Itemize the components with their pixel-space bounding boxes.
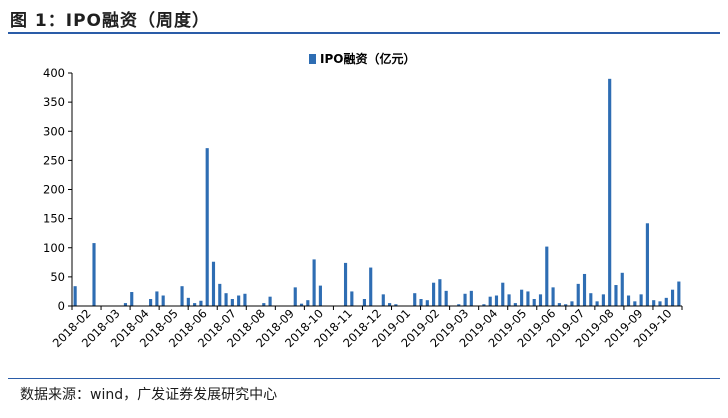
bar	[664, 297, 668, 306]
bar	[463, 293, 467, 306]
bar	[595, 301, 599, 306]
bar	[362, 299, 366, 306]
bar	[545, 246, 549, 306]
bar	[639, 294, 643, 306]
bar	[293, 287, 297, 306]
bar	[199, 300, 203, 306]
bar	[388, 303, 392, 306]
bar	[469, 290, 473, 306]
y-tick-label: 150	[43, 212, 65, 226]
bar	[501, 282, 505, 306]
y-tick-label: 350	[43, 95, 65, 109]
bar	[155, 291, 159, 306]
bar	[551, 287, 555, 306]
bar	[186, 297, 190, 306]
bar	[652, 300, 656, 306]
bar	[677, 281, 681, 306]
bar	[620, 272, 624, 306]
bar	[312, 259, 316, 306]
x-axis: 2018-022018-032018-042018-052018-062018-…	[50, 305, 683, 350]
bar	[633, 301, 637, 306]
bar	[520, 289, 524, 306]
bar	[419, 299, 423, 306]
bar	[601, 294, 605, 306]
bar	[532, 299, 536, 306]
y-tick-label: 300	[43, 124, 65, 138]
bar	[513, 303, 517, 306]
bar	[658, 301, 662, 306]
bar	[318, 285, 322, 306]
y-axis: 0 50 100 150 200 250 300 350 400	[43, 66, 73, 313]
bar	[343, 262, 348, 306]
figure-title: 图 1：IPO融资（周度）	[10, 11, 210, 31]
bar	[381, 294, 385, 306]
bar	[670, 289, 675, 306]
bar	[457, 304, 461, 306]
bar	[161, 295, 165, 306]
bar	[130, 292, 134, 306]
legend-label: IPO融资（亿元）	[320, 51, 415, 66]
source-note: 数据来源：wind，广发证券发展研究中心	[20, 387, 278, 403]
bar	[432, 282, 436, 306]
bar	[557, 303, 561, 306]
bar	[608, 78, 612, 306]
y-tick-label: 400	[43, 66, 65, 80]
y-tick-label: 250	[43, 153, 65, 167]
bar	[614, 285, 618, 306]
bar	[237, 295, 241, 306]
bar	[262, 303, 266, 306]
bar	[180, 286, 184, 306]
y-tick-label: 200	[43, 183, 65, 197]
bar	[413, 293, 417, 306]
legend: IPO融资（亿元）	[309, 51, 415, 66]
bar	[211, 261, 216, 306]
bar	[218, 283, 222, 306]
bar	[230, 299, 234, 306]
bar	[350, 291, 354, 306]
y-tick-label: 50	[50, 270, 65, 284]
y-tick-label: 0	[58, 299, 65, 313]
bar	[425, 300, 429, 306]
bar	[193, 303, 197, 306]
bar	[243, 293, 247, 306]
bar	[626, 295, 631, 306]
ipo-financing-chart: IPO融资（亿元） 0 50 100 150 200 250 300 350 400 2018-…	[43, 51, 683, 350]
bar	[582, 273, 587, 306]
bar	[438, 279, 442, 306]
bar	[507, 294, 511, 306]
bar	[306, 300, 310, 306]
bar	[488, 296, 492, 306]
bar	[299, 303, 304, 306]
bar	[589, 293, 593, 306]
y-tick-label: 100	[43, 241, 65, 255]
bar	[123, 303, 128, 306]
bar	[645, 223, 649, 306]
bar	[526, 291, 530, 306]
bar	[482, 304, 486, 306]
bar	[268, 296, 272, 306]
bar	[570, 301, 574, 306]
bar	[576, 283, 580, 306]
bar	[494, 295, 499, 306]
title-rule	[8, 32, 720, 34]
bar	[149, 299, 153, 306]
bar	[205, 148, 209, 306]
bar	[92, 243, 96, 306]
bar	[564, 304, 568, 306]
bar	[224, 293, 228, 306]
bar	[369, 267, 373, 306]
bar	[444, 290, 448, 306]
bar	[73, 286, 77, 306]
bar	[538, 294, 543, 306]
bar-series	[73, 78, 681, 306]
source-rule	[8, 378, 720, 379]
bar	[394, 304, 398, 306]
legend-swatch	[309, 54, 316, 64]
